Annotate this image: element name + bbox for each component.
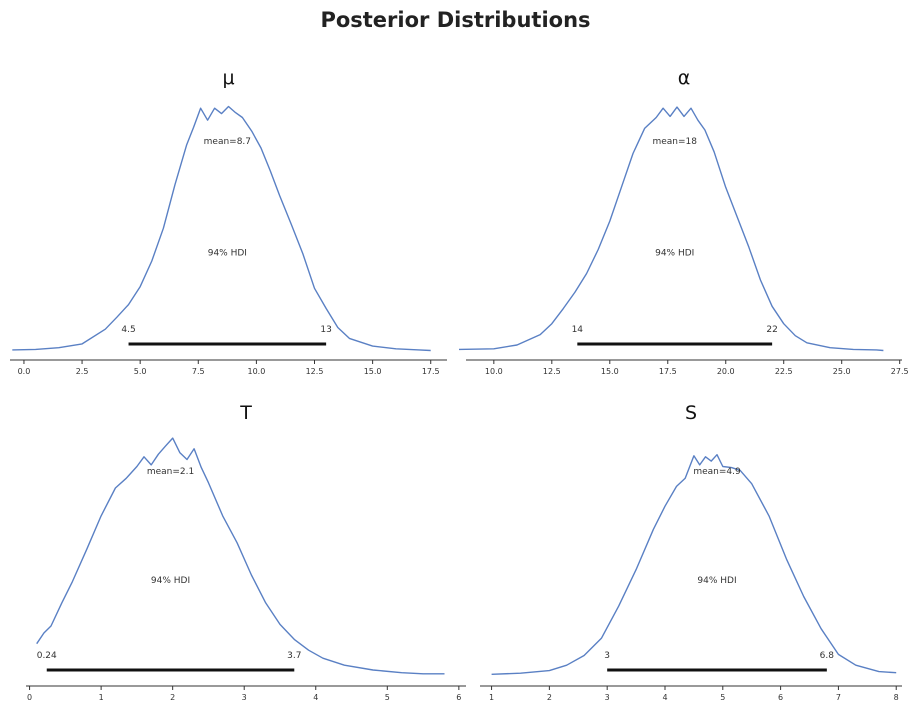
mean-label: mean=8.7 xyxy=(204,137,251,147)
x-tick-label: 8 xyxy=(894,693,899,702)
x-tick-label: 22.5 xyxy=(775,367,793,376)
hdi-low-label: 14 xyxy=(572,325,584,335)
x-tick-label: 10.0 xyxy=(247,367,265,376)
hdi-high-label: 6.8 xyxy=(820,651,835,661)
x-tick-label: 1 xyxy=(99,693,104,702)
density-curve xyxy=(36,437,445,675)
panel-title: α xyxy=(678,67,691,89)
x-tick-label: 2 xyxy=(170,693,175,702)
x-tick-label: 0.0 xyxy=(18,367,31,376)
x-tick-label: 5 xyxy=(720,693,725,702)
x-tick-label: 7.5 xyxy=(192,367,205,376)
mean-label: mean=18 xyxy=(652,137,697,147)
x-tick-label: 27.5 xyxy=(891,367,909,376)
hdi-high-label: 22 xyxy=(766,325,777,335)
x-tick-label: 5 xyxy=(385,693,390,702)
density-curve xyxy=(458,106,884,352)
x-tick-label: 5.0 xyxy=(134,367,147,376)
hdi-high-label: 13 xyxy=(320,325,331,335)
x-tick-label: 20.0 xyxy=(717,367,735,376)
panel-1: μ 0.0 2.5 5.0 7.5 10.0 12.5 15.0 17.5 4.5 13 94% HD… xyxy=(10,67,447,376)
x-tick-label: 15.0 xyxy=(601,367,619,376)
x-tick-label: 17.5 xyxy=(659,367,677,376)
x-tick-label: 2.5 xyxy=(76,367,89,376)
x-tick-label: 17.5 xyxy=(422,367,440,376)
x-tick-label: 2 xyxy=(547,693,552,702)
x-tick-label: 7 xyxy=(836,693,841,702)
hdi-label: 94% HDI xyxy=(208,249,247,259)
x-tick-label: 25.0 xyxy=(833,367,851,376)
x-tick-label: 12.5 xyxy=(543,367,561,376)
hdi-low-label: 4.5 xyxy=(121,325,135,335)
panel-3: T 0 1 2 3 4 5 6 0.24 3.7 94% HDI mean=2.1 xyxy=(26,402,466,702)
x-tick-label: 6 xyxy=(778,693,783,702)
density-curve xyxy=(12,105,431,352)
panel-title: T xyxy=(239,402,252,424)
x-tick-label: 1 xyxy=(489,693,494,702)
panel-4: S 1 2 3 4 5 6 7 8 3 6.8 94% HDI mean=4.9 xyxy=(480,402,902,702)
panel-title: μ xyxy=(222,67,234,89)
hdi-low-label: 3 xyxy=(604,651,610,661)
mean-label: mean=2.1 xyxy=(147,467,194,477)
hdi-label: 94% HDI xyxy=(151,576,190,586)
x-tick-label: 10.0 xyxy=(485,367,503,376)
x-tick-label: 3 xyxy=(242,693,247,702)
hdi-low-label: 0.24 xyxy=(37,651,57,661)
hdi-label: 94% HDI xyxy=(655,249,694,259)
figure-title: Posterior Distributions xyxy=(320,8,591,32)
x-tick-label: 3 xyxy=(605,693,610,702)
x-tick-label: 15.0 xyxy=(364,367,382,376)
density-curve xyxy=(491,454,897,675)
x-tick-label: 4 xyxy=(662,693,667,702)
panel-title: S xyxy=(685,402,697,424)
x-tick-label: 4 xyxy=(313,693,318,702)
mean-label: mean=4.9 xyxy=(693,467,741,477)
panel-2: α 10.0 12.5 15.0 17.5 20.0 22.5 25.0 27.5 14 22 94%… xyxy=(458,67,909,376)
x-tick-label: 6 xyxy=(456,693,461,702)
x-tick-label: 0 xyxy=(27,693,32,702)
hdi-label: 94% HDI xyxy=(697,576,736,586)
x-tick-label: 12.5 xyxy=(306,367,324,376)
hdi-high-label: 3.7 xyxy=(287,651,301,661)
